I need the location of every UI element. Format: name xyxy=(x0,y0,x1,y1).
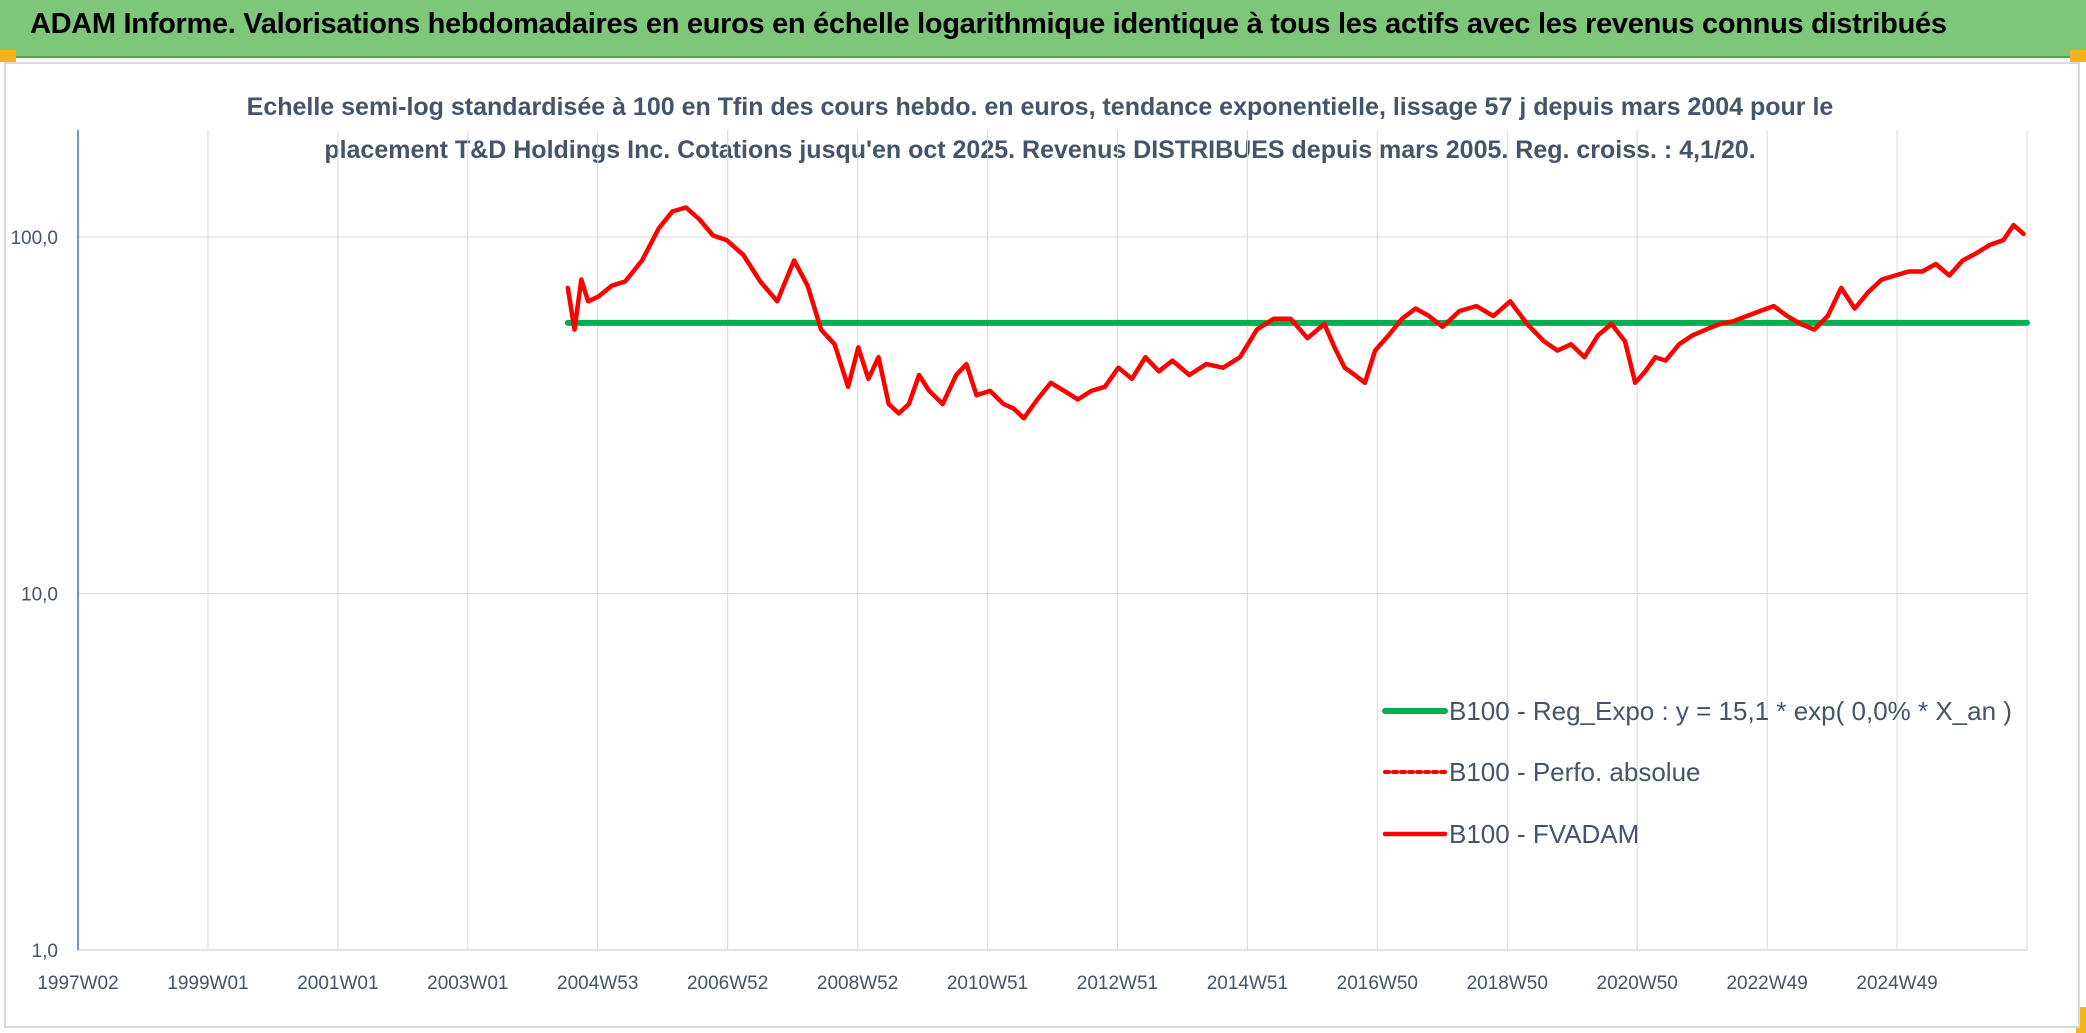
x-tick-label: 2008W52 xyxy=(817,973,898,994)
x-tick-label: 2014W51 xyxy=(1207,973,1288,994)
x-tick-label: 1997W02 xyxy=(37,973,118,994)
chart-subtitle-line-1: Echelle semi-log standardisée à 100 en T… xyxy=(246,93,1834,121)
x-tick-label: 2003W01 xyxy=(427,973,508,994)
title-bar: ADAM Informe. Valorisations hebdomadaire… xyxy=(0,0,2086,58)
x-tick-label: 2020W50 xyxy=(1597,973,1678,994)
x-tick-label: 2024W49 xyxy=(1856,973,1937,994)
x-tick-label: 2018W50 xyxy=(1467,973,1548,994)
x-tick-label: 2022W49 xyxy=(1726,973,1807,994)
y-tick-label: 100,0 xyxy=(10,228,58,249)
x-tick-label: 2001W01 xyxy=(297,973,378,994)
legend-label: B100 - Reg_Expo : y = 15,1 * exp( 0,0% *… xyxy=(1449,696,2012,726)
x-tick-label: 1999W01 xyxy=(167,973,248,994)
y-tick-label: 1,0 xyxy=(32,941,58,962)
page-title: ADAM Informe. Valorisations hebdomadaire… xyxy=(30,8,1947,40)
series-line-fvadam xyxy=(565,205,2026,421)
corner-marker-bottom-right xyxy=(2076,1007,2086,1033)
x-tick-label: 2012W51 xyxy=(1077,973,1158,994)
chart-subtitle-line-2: placement T&D Holdings Inc. Cotations ju… xyxy=(324,136,1756,164)
x-tick-label: 2004W53 xyxy=(557,973,638,994)
chart-subtitle: Echelle semi-log standardisée à 100 en T… xyxy=(140,86,1940,172)
corner-marker-top-left xyxy=(0,50,16,62)
x-tick-label: 2010W51 xyxy=(947,973,1028,994)
x-tick-label: 2016W50 xyxy=(1337,973,1418,994)
legend-label: B100 - FVADAM xyxy=(1449,819,1639,849)
corner-marker-top-right xyxy=(2070,50,2086,62)
x-tick-label: 2006W52 xyxy=(687,973,768,994)
legend-label: B100 - Perfo. absolue xyxy=(1449,757,1701,787)
chart-frame xyxy=(4,62,2080,1028)
y-tick-label: 10,0 xyxy=(21,585,58,606)
